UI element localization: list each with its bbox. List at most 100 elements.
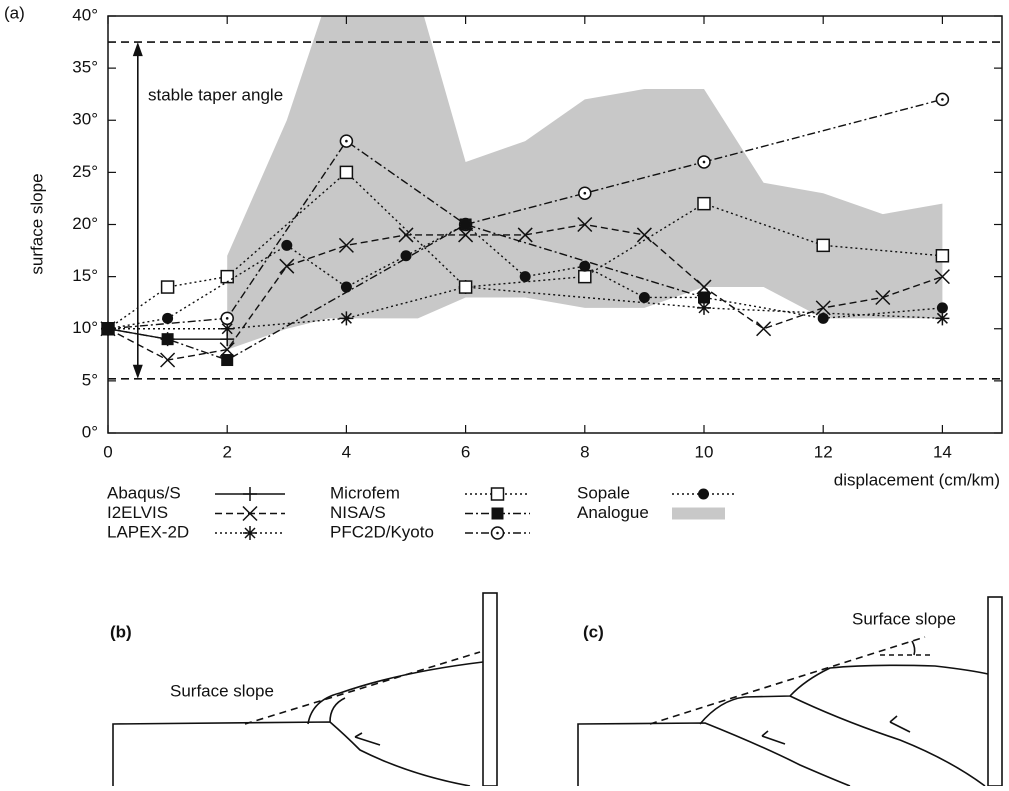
marker xyxy=(935,311,950,326)
y-axis-label: surface slope xyxy=(27,173,46,274)
marker-shape xyxy=(161,333,174,346)
marker xyxy=(935,92,950,107)
marker xyxy=(491,507,504,520)
diagram-text: Surface slope xyxy=(852,609,956,628)
marker xyxy=(638,291,650,303)
marker-shape xyxy=(697,196,711,211)
marker-dot xyxy=(225,317,229,320)
wall xyxy=(987,596,1003,787)
marker xyxy=(220,311,234,326)
marker xyxy=(579,260,591,272)
marker xyxy=(220,321,235,336)
marker xyxy=(160,280,175,294)
marker-dot xyxy=(583,191,587,195)
marker xyxy=(281,239,293,251)
marker-dot xyxy=(702,160,706,164)
marker xyxy=(243,526,257,540)
wall xyxy=(482,592,498,787)
marker-stroke xyxy=(756,321,772,337)
legend-label: NISA/S xyxy=(330,503,386,522)
marker xyxy=(458,280,473,294)
marker xyxy=(162,312,174,324)
marker xyxy=(490,487,505,501)
marker-shape xyxy=(102,323,114,335)
legend-label: I2ELVIS xyxy=(107,503,168,522)
legend-label: Abaqus/S xyxy=(107,483,181,502)
marker xyxy=(338,237,354,253)
marker-shape xyxy=(817,312,829,324)
marker-shape xyxy=(935,249,950,263)
marker xyxy=(102,323,114,335)
marker-shape xyxy=(221,354,234,367)
marker xyxy=(242,505,258,522)
marker-shape xyxy=(458,280,473,294)
base-block xyxy=(577,722,851,787)
y-tick-label: 20° xyxy=(72,214,98,233)
marker-stroke xyxy=(935,311,950,326)
marker xyxy=(160,352,176,368)
marker xyxy=(636,227,652,243)
marker xyxy=(398,227,414,243)
annotation: stable taper angle xyxy=(148,85,283,104)
y-tick-label: 10° xyxy=(72,318,98,337)
fault xyxy=(789,695,986,787)
marker-shape xyxy=(519,271,531,283)
marker xyxy=(697,196,711,211)
marker-stroke xyxy=(577,216,593,233)
marker xyxy=(220,269,234,284)
y-tick-label: 0° xyxy=(82,422,98,441)
marker-shape xyxy=(638,291,650,303)
marker-stroke xyxy=(338,237,354,253)
marker xyxy=(279,258,295,274)
x-tick-label: 2 xyxy=(222,442,231,461)
marker-stroke xyxy=(398,227,414,243)
marker-stroke xyxy=(636,227,652,243)
marker-stroke xyxy=(243,526,257,540)
legend-label: Sopale xyxy=(577,483,630,502)
y-tick-label: 35° xyxy=(72,58,98,77)
marker-shape xyxy=(160,280,175,294)
marker xyxy=(340,281,352,293)
marker-stroke xyxy=(517,227,533,243)
marker-stroke xyxy=(242,505,258,522)
marker xyxy=(519,271,531,283)
marker xyxy=(934,269,950,285)
series-line xyxy=(108,286,943,330)
x-tick-label: 12 xyxy=(814,442,833,461)
panel-label: (c) xyxy=(583,622,604,641)
marker-dot xyxy=(941,98,944,101)
marker-stroke xyxy=(279,258,295,274)
marker xyxy=(400,250,412,262)
marker xyxy=(161,333,174,346)
y-tick-label: 25° xyxy=(72,162,98,181)
base-block xyxy=(112,721,471,787)
marker-dot xyxy=(496,531,499,535)
diagram-b: (b) Surface slope xyxy=(110,592,498,787)
x-tick-label: 10 xyxy=(695,442,714,461)
marker xyxy=(517,227,533,243)
marker xyxy=(697,300,711,315)
marker xyxy=(577,216,593,233)
band xyxy=(227,16,943,350)
arrow xyxy=(354,732,381,746)
y-tick-label: 15° xyxy=(72,266,98,285)
marker xyxy=(578,269,592,284)
diagram-text: Surface slope xyxy=(170,681,274,700)
marker xyxy=(460,219,472,230)
marker-shape xyxy=(281,239,293,251)
x-axis-label: displacement (cm/km) xyxy=(834,470,1000,489)
marker-shape xyxy=(578,269,592,284)
legend-swatch xyxy=(672,507,725,520)
marker xyxy=(698,291,710,303)
plot: 0° 5° 10° 15° 20° 25° 30° 35° 40° 0 2 4 6 8 10 12 14 xyxy=(72,5,1003,461)
angle-arc xyxy=(911,640,916,656)
x-tick-label: 6 xyxy=(461,442,470,461)
y-tick-label: 5° xyxy=(82,370,98,389)
legend-label: Analogue xyxy=(577,503,649,522)
series-line xyxy=(107,171,943,330)
marker-stroke xyxy=(934,269,950,285)
x-tick-label: 0 xyxy=(103,442,112,461)
slope-line xyxy=(244,651,481,725)
marker xyxy=(339,311,354,326)
